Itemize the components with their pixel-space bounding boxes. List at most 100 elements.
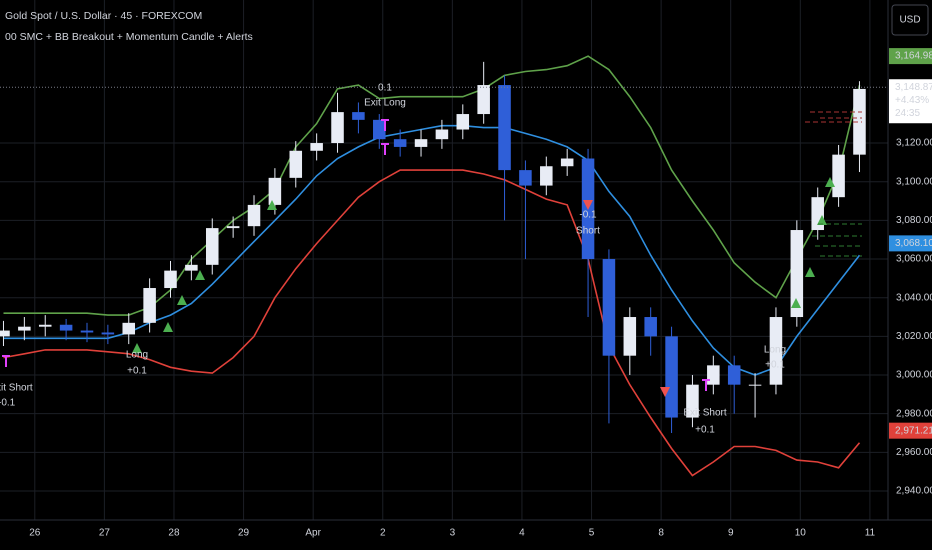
candle-body	[352, 112, 365, 120]
long-marker	[163, 322, 173, 332]
y-tick-label: 3,040.00	[896, 292, 932, 303]
currency-button[interactable]	[891, 4, 929, 36]
short-marker	[583, 200, 593, 210]
candle-body	[623, 317, 637, 356]
candle-body	[727, 365, 741, 385]
y-tick-label: 3,080.00	[896, 215, 932, 226]
last-price: 3,148.87	[895, 82, 932, 93]
candle-body	[748, 384, 762, 386]
exit-marker	[702, 379, 710, 391]
candle-body	[435, 129, 449, 140]
price-tag-label: 3,068.10	[895, 238, 932, 249]
exit-marker	[2, 355, 10, 367]
long-marker	[805, 267, 815, 277]
x-tick-label: 10	[795, 528, 807, 539]
short-marker	[660, 387, 670, 397]
long-marker	[817, 215, 827, 225]
candle-body	[38, 324, 52, 327]
candle-body	[164, 270, 177, 289]
y-tick-label: 3,120.00	[896, 138, 932, 149]
candle-body	[59, 324, 73, 331]
price-tag-label: 3,164.98	[895, 51, 932, 62]
long-marker	[177, 295, 187, 305]
long-marker	[825, 177, 835, 187]
candle-body	[185, 264, 198, 271]
x-tick-label: 26	[29, 528, 41, 539]
price-tag	[889, 48, 932, 65]
x-tick-label: 11	[865, 528, 876, 539]
annotation: Exit Long	[364, 98, 406, 109]
axes: 2,940.00 2,960.00 2,980.00 3,000.00 3,020.00…	[29, 48, 932, 539]
candle-body	[644, 317, 657, 337]
long-marker	[132, 343, 142, 353]
candle-body	[80, 330, 94, 333]
y-tick-label: 2,960.00	[896, 447, 932, 458]
y-tick-label: 3,100.00	[896, 176, 932, 187]
annotation: Long	[764, 345, 786, 356]
candle-body	[686, 384, 699, 418]
long-marker	[791, 298, 801, 308]
candle-body	[790, 230, 804, 318]
annotation: +0.1	[127, 366, 147, 377]
candle-body	[310, 143, 323, 151]
candle-body	[811, 197, 824, 231]
x-tick-label: 9	[728, 528, 734, 539]
candle-body	[143, 288, 156, 323]
x-tick-label: Apr	[305, 528, 321, 539]
candle-body	[540, 166, 553, 186]
x-tick-label: 28	[168, 528, 180, 539]
candle-body	[331, 112, 344, 144]
x-tick-label: 4	[519, 528, 525, 539]
candle-body	[665, 336, 678, 418]
annotation: Long	[126, 350, 148, 361]
candle-body	[498, 85, 511, 171]
candle-body	[18, 326, 31, 331]
candle-body	[602, 259, 616, 356]
candle-body	[519, 170, 532, 186]
candle-body	[707, 365, 720, 385]
candle-body	[205, 228, 219, 265]
candle-body	[247, 204, 261, 227]
long-marker	[267, 200, 277, 210]
x-tick-label: 29	[238, 528, 250, 539]
annotation: -0.1	[0, 398, 16, 409]
candle-body	[0, 330, 10, 337]
y-tick-label: 2,940.00	[896, 486, 932, 497]
annotation: +0.1	[765, 360, 785, 371]
annotation: Exit Short	[683, 408, 727, 419]
x-tick-label: 5	[589, 528, 595, 539]
candle-body	[268, 177, 282, 205]
price-tag	[889, 235, 932, 252]
exit-marker	[381, 143, 389, 155]
annotation: +0.1	[695, 425, 715, 436]
candle-body	[226, 226, 240, 229]
x-tick-label: 2	[380, 528, 386, 539]
band-line	[3, 169, 861, 477]
y-tick-label: 2,980.00	[896, 408, 932, 419]
candle-body	[560, 158, 574, 167]
candle-body	[832, 154, 845, 198]
last-price-box	[889, 79, 932, 124]
candle-body	[122, 322, 136, 335]
x-tick-label: 8	[658, 528, 664, 539]
last-change: +4.43%	[895, 95, 929, 106]
candle-body	[769, 317, 783, 385]
candle-body	[373, 119, 386, 140]
annotation: xit Short	[0, 383, 33, 394]
candle-body	[393, 139, 407, 147]
candle-body	[414, 139, 428, 147]
plot: xit Short -0.1 Long +0.1 0.1 Exit Long -0.1 Sho…	[0, 55, 888, 477]
candle-body	[101, 332, 115, 335]
candle-body	[477, 85, 490, 115]
candle-body	[289, 150, 303, 178]
currency[interactable]: USD	[899, 15, 920, 26]
countdown: 24:35	[895, 108, 920, 119]
x-tick-label: 3	[450, 528, 456, 539]
y-tick-label: 3,020.00	[896, 331, 932, 342]
chart-title: Gold Spot / U.S. Dollar · 45 · FOREXCOM	[5, 10, 202, 22]
annotation: 0.1	[378, 83, 392, 94]
candle-body	[853, 88, 866, 155]
exit-marker	[381, 119, 389, 131]
candle-body	[456, 114, 470, 130]
